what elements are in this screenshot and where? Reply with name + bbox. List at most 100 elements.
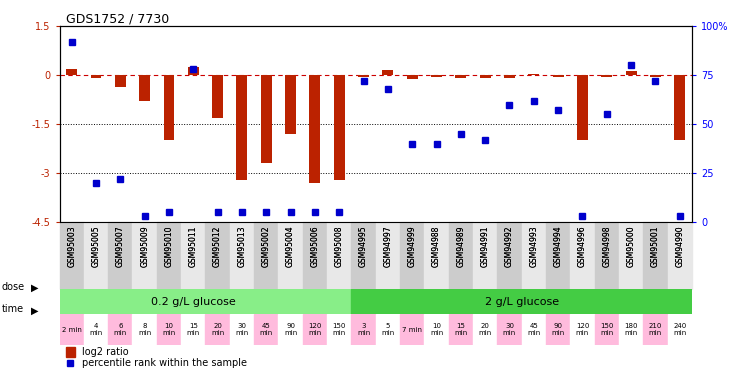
- Text: GSM95011: GSM95011: [189, 225, 198, 267]
- Bar: [407, 75, 417, 79]
- Text: GSM94995: GSM94995: [359, 225, 368, 267]
- Text: dose: dose: [1, 282, 25, 292]
- Bar: [230, 314, 254, 345]
- Bar: [84, 222, 108, 289]
- Bar: [480, 75, 490, 78]
- Bar: [650, 75, 661, 78]
- Text: 180
min: 180 min: [624, 323, 638, 336]
- Bar: [164, 75, 174, 141]
- Text: GSM95000: GSM95000: [626, 225, 635, 267]
- Text: GSM95013: GSM95013: [237, 225, 246, 267]
- Text: GSM95008: GSM95008: [335, 225, 344, 267]
- Text: 10
min: 10 min: [162, 323, 176, 336]
- Text: GSM95005: GSM95005: [92, 225, 100, 267]
- Bar: [601, 75, 612, 77]
- Bar: [424, 314, 449, 345]
- Text: 30
min: 30 min: [235, 323, 248, 336]
- Bar: [455, 75, 466, 78]
- Text: GSM95009: GSM95009: [140, 225, 149, 267]
- Bar: [254, 222, 278, 289]
- Bar: [400, 222, 424, 289]
- Text: 15
min: 15 min: [187, 323, 200, 336]
- Text: GSM95006: GSM95006: [310, 225, 319, 267]
- Bar: [334, 75, 344, 180]
- Text: GSM94991: GSM94991: [481, 225, 490, 267]
- Text: GSM94996: GSM94996: [578, 225, 587, 267]
- Text: GSM94998: GSM94998: [603, 225, 612, 267]
- Text: GSM95006: GSM95006: [310, 225, 319, 267]
- Bar: [230, 222, 254, 289]
- Text: GSM94993: GSM94993: [529, 225, 539, 267]
- Bar: [473, 314, 497, 345]
- Text: GSM95000: GSM95000: [626, 225, 635, 267]
- Text: 15
min: 15 min: [455, 323, 467, 336]
- Bar: [132, 222, 157, 289]
- Bar: [497, 222, 522, 289]
- Bar: [431, 75, 442, 77]
- Bar: [66, 69, 77, 75]
- Bar: [303, 222, 327, 289]
- Text: 90
min: 90 min: [284, 323, 297, 336]
- Text: GSM94994: GSM94994: [554, 225, 562, 267]
- Bar: [473, 222, 497, 289]
- Bar: [674, 75, 685, 141]
- Bar: [424, 222, 449, 289]
- Bar: [254, 314, 278, 345]
- Bar: [546, 222, 571, 289]
- Bar: [644, 222, 667, 289]
- Bar: [66, 347, 75, 357]
- Text: ▶: ▶: [31, 283, 39, 293]
- Text: GSM95012: GSM95012: [213, 225, 222, 267]
- Text: GSM95008: GSM95008: [335, 225, 344, 267]
- Bar: [327, 222, 351, 289]
- Text: 120
min: 120 min: [576, 323, 589, 336]
- Bar: [139, 75, 150, 101]
- Text: GSM94988: GSM94988: [432, 225, 441, 267]
- Bar: [115, 75, 126, 87]
- Bar: [181, 314, 205, 345]
- Text: GSM95007: GSM95007: [116, 225, 125, 267]
- Bar: [528, 74, 539, 75]
- Bar: [278, 222, 303, 289]
- Bar: [261, 75, 272, 163]
- Bar: [571, 222, 594, 289]
- Bar: [571, 314, 594, 345]
- Text: GSM94997: GSM94997: [383, 225, 392, 267]
- Bar: [351, 314, 376, 345]
- Bar: [237, 75, 248, 180]
- Bar: [619, 222, 644, 289]
- Bar: [626, 71, 637, 75]
- Bar: [553, 75, 564, 77]
- Bar: [108, 222, 132, 289]
- Text: GSM94988: GSM94988: [432, 225, 441, 267]
- Text: 150
min: 150 min: [600, 323, 614, 336]
- Bar: [327, 314, 351, 345]
- Text: time: time: [1, 304, 24, 314]
- Bar: [157, 314, 181, 345]
- Bar: [358, 75, 369, 78]
- Bar: [577, 75, 588, 141]
- Text: GSM94995: GSM94995: [359, 225, 368, 267]
- Bar: [303, 314, 327, 345]
- Bar: [285, 75, 296, 134]
- Text: GSM94992: GSM94992: [505, 225, 514, 267]
- Text: GSM95010: GSM95010: [164, 225, 173, 267]
- Bar: [132, 314, 157, 345]
- Text: GSM95013: GSM95013: [237, 225, 246, 267]
- Text: ▶: ▶: [31, 306, 39, 315]
- Text: 3
min: 3 min: [357, 323, 371, 336]
- Bar: [60, 314, 84, 345]
- Text: GSM94999: GSM94999: [408, 225, 417, 267]
- Bar: [400, 314, 424, 345]
- Bar: [376, 222, 400, 289]
- Text: 240
min: 240 min: [673, 323, 687, 336]
- Text: 2 g/L glucose: 2 g/L glucose: [484, 297, 559, 307]
- Text: 6
min: 6 min: [114, 323, 127, 336]
- Text: GSM95001: GSM95001: [651, 225, 660, 267]
- Text: 20
min: 20 min: [211, 323, 224, 336]
- Text: 5
min: 5 min: [381, 323, 394, 336]
- Bar: [205, 222, 230, 289]
- Text: GSM95012: GSM95012: [213, 225, 222, 267]
- Bar: [594, 314, 619, 345]
- Text: GSM94997: GSM94997: [383, 225, 392, 267]
